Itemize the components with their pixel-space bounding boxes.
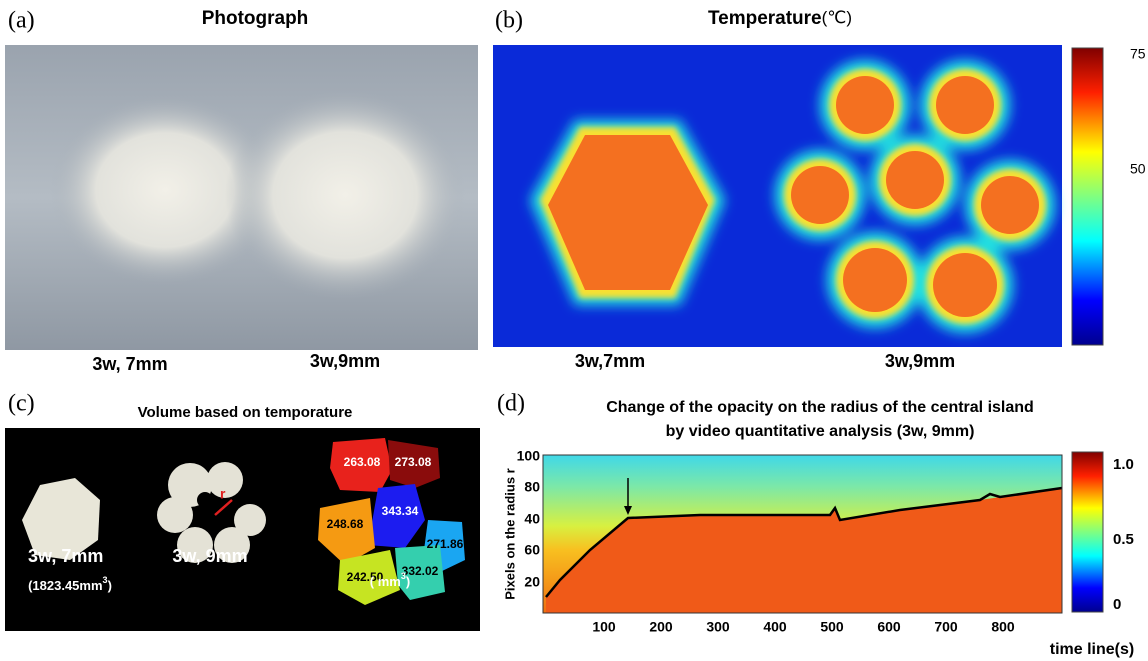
colorbar-label: 1.0: [1113, 456, 1134, 473]
panel-title: Volume based on temporature: [138, 404, 353, 421]
title-text: Temperature: [708, 8, 822, 29]
x-tick-label: 500: [820, 619, 844, 635]
y-tick-label: 80: [524, 479, 540, 495]
x-tick-label: 100: [592, 619, 616, 635]
x-tick-label: 800: [991, 619, 1015, 635]
x-tick-label: 400: [763, 619, 787, 635]
volume-text: (1823.45mm3): [28, 575, 112, 593]
colorbar: [1072, 452, 1103, 612]
y-ticks: 100 80 40 60 20: [517, 448, 541, 590]
panel-title: by video quantitative analysis (3w, 9mm): [666, 423, 975, 440]
panel-label: (d): [497, 391, 525, 417]
volume-value: (1823.45mm: [28, 578, 102, 593]
panel-title: Temperature(℃): [708, 8, 852, 29]
segment-label: 248.68: [327, 517, 364, 531]
caption: 3w,7mm: [575, 351, 645, 371]
segment-label: 273.08: [395, 455, 432, 469]
panel-label: (a): [8, 8, 35, 34]
segment-label: 343.34: [382, 504, 419, 518]
panel-title: Photograph: [202, 8, 309, 29]
y-tick-label: 20: [524, 574, 540, 590]
title-unit: (℃): [822, 8, 852, 27]
y-tick-label: 100: [517, 448, 541, 464]
colorbar-label: 0: [1113, 596, 1121, 613]
colorbar-label: 50: [1130, 161, 1146, 177]
y-tick-label: 40: [524, 511, 540, 527]
x-tick-label: 300: [706, 619, 730, 635]
caption: 3w, 9mm: [172, 546, 247, 566]
radius-mark: r: [220, 486, 226, 502]
colorbar: [1072, 48, 1103, 345]
x-tick-label: 600: [877, 619, 901, 635]
x-ticks: 100 200 300 400 500 600 700 800: [592, 619, 1015, 635]
x-tick-label: 700: [934, 619, 958, 635]
unit-close: ): [406, 574, 410, 589]
caption: 3w, 7mm: [92, 354, 167, 374]
y-axis-label: Pixels on the radius r: [502, 468, 517, 600]
panel-label: (b): [495, 8, 523, 34]
colorbar-label: 75: [1130, 46, 1146, 62]
segment-label: 271.86: [427, 537, 464, 551]
segment-label: 263.08: [344, 455, 381, 469]
caption: 3w, 7mm: [28, 546, 103, 566]
y-tick-label: 60: [524, 542, 540, 558]
caption: 3w,9mm: [885, 351, 955, 371]
caption: 3w,9mm: [310, 351, 380, 371]
unit: ( mm: [370, 574, 401, 589]
x-axis-label: time line(s): [1050, 641, 1134, 658]
panel-label: (c): [8, 391, 35, 417]
figure: (a) Photograph 3w, 7mm 3w,9mm (b) Temper…: [0, 0, 1148, 661]
colorbar-label: 0.5: [1113, 531, 1134, 548]
volume-close: ): [108, 578, 112, 593]
colorbar-labels: 1.0 0.5 0: [1113, 456, 1134, 613]
panel-title: Change of the opacity on the radius of t…: [606, 399, 1034, 416]
island: [225, 90, 465, 300]
x-tick-label: 200: [649, 619, 673, 635]
